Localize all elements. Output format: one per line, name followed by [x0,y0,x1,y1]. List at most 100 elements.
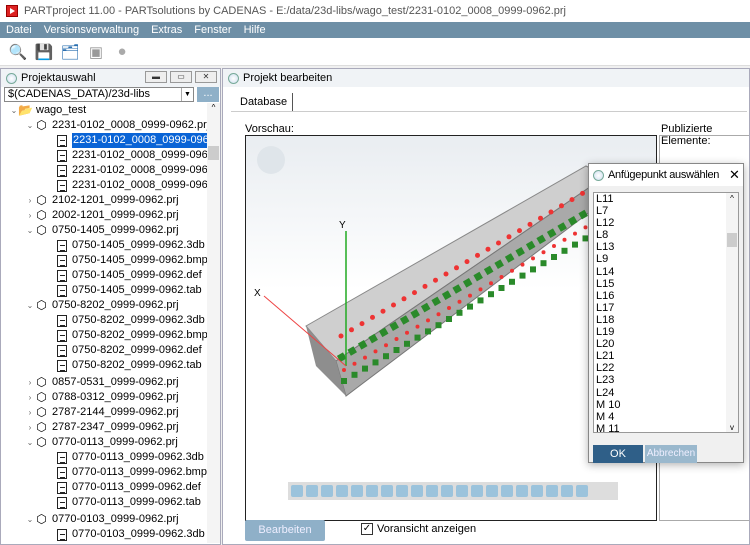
list-item[interactable]: L20 [596,338,615,351]
tree-item[interactable]: 0750-8202_0999-0962.tab [57,358,202,373]
search-template-icon[interactable]: 🔍 [8,43,28,61]
list-item[interactable]: L7 [596,205,609,218]
tree-item[interactable]: 0750-8202_0999-0962.bmp [57,328,207,343]
chevron-down-icon[interactable]: ⌄ [26,438,34,447]
3d-preview[interactable]: Y X [245,135,657,521]
more-view-icon[interactable] [576,485,588,497]
tree-item[interactable]: 2231-0102_0008_0999-0962.tab [57,178,207,193]
restore-button[interactable]: ▭ [170,71,192,83]
list-item[interactable]: L21 [596,350,615,363]
v4-view-icon[interactable] [501,485,513,497]
tree-item[interactable]: › ⬡ 0857-0531_0999-0962.prj [25,375,179,390]
tree-item[interactable]: › ⬡ 2787-2144_0999-0962.prj [25,405,179,420]
v6-view-icon[interactable] [531,485,543,497]
attach-point-list[interactable]: L11 L7 L12 L8 L13 L9 L14 L15 L16 L17 L18 L19 L20 L21 L… [593,192,739,433]
close-icon[interactable]: ✕ [729,167,740,182]
wire-view-icon[interactable] [321,485,333,497]
chevron-right-icon[interactable]: › [28,393,32,402]
save-all-icon[interactable]: 🗂 [60,43,80,61]
chevron-down-icon[interactable]: ⌄ [26,301,34,310]
zoom-view-icon[interactable] [336,485,348,497]
tree-item[interactable]: 2231-0102_0008_0999-0962.def [57,163,207,178]
close-button[interactable]: ✕ [195,71,217,83]
v2-view-icon[interactable] [471,485,483,497]
list-item[interactable]: M 4 [596,410,615,423]
list-item[interactable]: L15 [596,277,615,290]
chevron-right-icon[interactable]: › [28,378,32,387]
tree-item[interactable]: 2231-0102_0008_0999-0962.3db [57,133,207,148]
list-item[interactable]: M 10 [596,398,621,411]
tree-item[interactable]: › ⬡ 2787-2347_0999-0962.prj [25,420,179,435]
tree-item[interactable]: 0770-0113_0999-0962.def [57,480,201,495]
tree-item[interactable]: ⌄ ⬡ 0770-0113_0999-0962.prj [25,435,178,450]
globe-icon[interactable]: ● [117,43,127,60]
cylinder-view-icon[interactable] [291,485,303,497]
tree-item[interactable]: ⌄ 📂 wago_test [9,103,87,118]
list-item[interactable]: L19 [596,326,615,339]
image-icon[interactable]: ▣ [88,43,104,61]
tree-item[interactable]: 0750-1405_0999-0962.tab [57,283,202,298]
list-item[interactable]: L23 [596,374,615,387]
list-item[interactable]: L24 [596,386,615,399]
tree-item[interactable]: 0770-0113_0999-0962.3db [57,450,204,465]
chevron-down-icon[interactable]: ⌄ [10,106,18,115]
dimension-view-icon[interactable] [381,485,393,497]
tree-item[interactable]: › ⬡ 2102-1201_0999-0962.prj [25,193,179,208]
list-item[interactable]: L17 [596,301,615,314]
screen-view-icon[interactable] [411,485,423,497]
tree-item[interactable]: 0750-8202_0999-0962.def [57,343,202,358]
chevron-down-icon[interactable]: ⌄ [26,515,34,524]
chevron-down-icon[interactable]: ⌄ [26,121,34,130]
tree-item[interactable]: › ⬡ 0788-0312_0999-0962.prj [25,390,179,405]
list-item[interactable]: L18 [596,313,615,326]
list-item[interactable]: L9 [596,253,609,266]
tree-scrollbar[interactable]: ^ [207,103,220,543]
tree-item[interactable]: 0770-0113_0999-0962.tab [57,495,201,510]
tree-item[interactable]: 0750-1405_0999-0962.bmp [57,253,207,268]
tree-item[interactable]: ⌄ ⬡ 2231-0102_0008_0999-0962.prj [25,118,207,133]
list-item[interactable]: L8 [596,229,609,242]
cancel-button[interactable]: Abbrechen [645,445,697,463]
list-scrollbar[interactable]: ^ v [726,193,738,432]
v8-view-icon[interactable] [561,485,573,497]
list-item[interactable]: L22 [596,362,615,375]
tree-item[interactable]: › ⬡ 2002-1201_0999-0962.prj [25,208,179,223]
chevron-right-icon[interactable]: › [28,408,32,417]
chevron-right-icon[interactable]: › [28,196,32,205]
tree-item[interactable]: 2231-0102_0008_0999-0962.bmp [57,148,207,163]
show-preview-checkbox[interactable]: ✓ Voransicht anzeigen [361,523,476,535]
list-item[interactable]: L16 [596,289,615,302]
v7-view-icon[interactable] [546,485,558,497]
sphere-view-icon[interactable] [396,485,408,497]
tree-item[interactable]: 0750-1405_0999-0962.def [57,268,202,283]
edit-button[interactable]: Bearbeiten [245,520,325,541]
chevron-down-icon[interactable]: ▼ [181,88,193,101]
pin-view-icon[interactable] [366,485,378,497]
tree-item[interactable]: 0750-1405_0999-0962.3db [57,238,205,253]
menu-item-versionsverwaltung[interactable]: Versionsverwaltung [43,24,140,36]
tree-item[interactable]: ⌄ ⬡ 0770-0103_0999-0962.prj [25,512,179,527]
chevron-right-icon[interactable]: › [28,423,32,432]
v5-view-icon[interactable] [516,485,528,497]
tree-item[interactable]: ⌄ ⬡ 0750-1405_0999-0962.prj [25,223,179,238]
menu-item-extras[interactable]: Extras [151,24,183,36]
tree-item[interactable]: 0770-0103_0999-0962.3db [57,527,205,542]
list-item[interactable]: L11 [596,193,614,205]
tree-item[interactable]: 0770-0113_0999-0962.bmp [57,465,207,480]
solid-view-icon[interactable] [306,485,318,497]
tab-database[interactable]: Database [235,93,294,111]
chevron-right-icon[interactable]: › [28,211,32,220]
texture-view-icon[interactable] [426,485,438,497]
v3-view-icon[interactable] [486,485,498,497]
browse-button[interactable]: ... [197,87,219,102]
orbit-view-icon[interactable] [351,485,363,497]
list-item[interactable]: L12 [596,217,615,230]
tree-item[interactable]: ⌄ ⬡ 0750-8202_0999-0962.prj [25,298,179,313]
box-view-icon[interactable] [441,485,453,497]
ok-button[interactable]: OK [593,445,643,463]
menu-item-hilfe[interactable]: Hilfe [243,24,266,36]
list-item[interactable]: M 11 [596,422,620,433]
save-icon[interactable]: 💾 [34,43,54,61]
minimize-button[interactable]: ▬ [145,71,167,83]
v1-view-icon[interactable] [456,485,468,497]
